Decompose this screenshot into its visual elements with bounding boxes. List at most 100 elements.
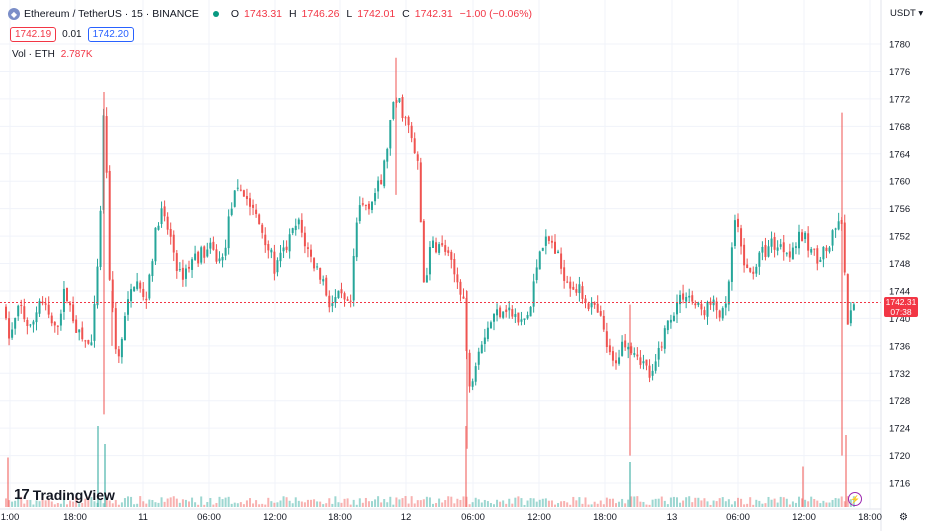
volume-bar	[694, 497, 697, 507]
time-tick-label: 12:00	[527, 512, 551, 523]
candle-body	[191, 259, 194, 270]
candle-body	[69, 303, 72, 306]
lightning-icon[interactable]: ⚡	[848, 492, 862, 506]
candle-body	[218, 258, 221, 262]
volume-bar	[450, 496, 453, 507]
candle-body	[29, 324, 32, 326]
candle-body	[432, 240, 434, 248]
volume-bar	[148, 499, 151, 507]
candle-body	[130, 289, 133, 302]
volume-bars	[5, 426, 855, 507]
candle-body	[654, 361, 657, 371]
volume-bar	[367, 501, 370, 507]
market-open-indicator	[212, 11, 219, 17]
candle-body	[730, 247, 733, 282]
candle-body	[145, 298, 148, 301]
volume-bar	[157, 502, 160, 507]
volume-bar	[313, 499, 316, 507]
price-tick-label: 1752	[889, 232, 910, 243]
candle-body	[181, 267, 184, 280]
volume-bar	[593, 501, 596, 507]
volume-bar	[236, 503, 239, 507]
candle-body	[587, 303, 590, 310]
candle-body	[517, 312, 520, 323]
volume-bar	[517, 496, 520, 507]
volume-bar	[392, 504, 395, 507]
volume-bar	[764, 503, 767, 507]
volume-bar	[550, 500, 553, 507]
candle-body	[651, 370, 654, 376]
candle-body	[227, 216, 230, 249]
volume-bar	[499, 501, 502, 507]
volume-spike	[802, 466, 804, 507]
volume-bar	[325, 503, 328, 507]
volume-bar	[468, 504, 471, 507]
candle-body	[367, 203, 370, 210]
price-tick-label: 1756	[889, 204, 910, 215]
volume-bar	[605, 497, 608, 507]
volume-bar	[218, 496, 221, 507]
volume-bar	[151, 499, 154, 507]
volume-bar	[133, 504, 136, 507]
candle-body	[480, 344, 483, 354]
candle-body	[444, 245, 447, 252]
candle-body	[755, 266, 758, 274]
candle-body	[374, 193, 377, 202]
volume-bar	[697, 497, 700, 507]
buy-price-button[interactable]: 1742.20	[87, 27, 134, 42]
candle-body	[5, 306, 7, 319]
candle-body	[111, 279, 114, 308]
candle-body	[120, 338, 123, 358]
tradingview-logo[interactable]: 17 TradingView	[14, 486, 115, 503]
candle-body	[230, 208, 233, 215]
volume-bar	[831, 499, 834, 507]
volume-bar	[642, 501, 645, 507]
candle-body	[697, 302, 700, 306]
price-axis[interactable]: 1716 1720 1724 1728 1732 1736 1740 1744 1748 1752…	[889, 40, 910, 490]
volume-bar	[258, 504, 261, 507]
price-tick-label: 1744	[889, 286, 910, 297]
candle-body	[608, 345, 611, 353]
candle-body	[788, 251, 791, 258]
candle-body	[206, 249, 209, 257]
candle-body	[584, 298, 587, 303]
volume-bar	[209, 498, 212, 507]
volume-legend[interactable]: Vol · ETH 2.787K	[12, 49, 93, 60]
volume-bar	[621, 498, 624, 507]
volume-bar	[554, 504, 556, 507]
symbol-title[interactable]: Ethereum / TetherUS · 15 · BINANCE	[24, 8, 199, 20]
candle-body	[657, 347, 660, 360]
volume-bar	[8, 500, 11, 507]
low-value: 1742.01	[357, 8, 396, 20]
volume-bar	[294, 497, 297, 507]
sell-price-button[interactable]: 1742.19	[10, 27, 57, 42]
candle-body	[416, 154, 419, 161]
volume-bar	[72, 501, 75, 507]
volume-bar	[489, 503, 492, 507]
candle-body	[151, 261, 154, 277]
candle-body	[721, 308, 724, 319]
candle-body	[767, 246, 770, 257]
last-price-label: 1742.31 07:38	[884, 296, 918, 317]
gear-icon[interactable]: ⚙	[899, 512, 908, 523]
volume-bar	[837, 498, 840, 507]
candle-body	[596, 303, 599, 313]
volume-bar	[654, 498, 657, 507]
price-tick-label: 1748	[889, 259, 910, 270]
currency-selector[interactable]: USDT ▾	[890, 8, 924, 19]
candle-body	[554, 241, 556, 254]
volume-bar	[87, 496, 90, 507]
time-axis[interactable]: 1:00 18:00 11 06:00 12:00 18:00 12 06:00 12:00 18…	[1, 512, 882, 523]
volume-bar	[581, 503, 584, 507]
candle-body	[23, 306, 26, 320]
candle-body	[737, 218, 739, 227]
volume-bar	[706, 501, 709, 507]
candle-body	[90, 342, 93, 346]
candle-body	[831, 230, 834, 246]
volume-bar	[203, 504, 206, 507]
volume-bar	[29, 499, 32, 507]
volume-bar	[630, 496, 633, 507]
candle-body	[493, 313, 495, 322]
volume-bar	[660, 496, 663, 507]
